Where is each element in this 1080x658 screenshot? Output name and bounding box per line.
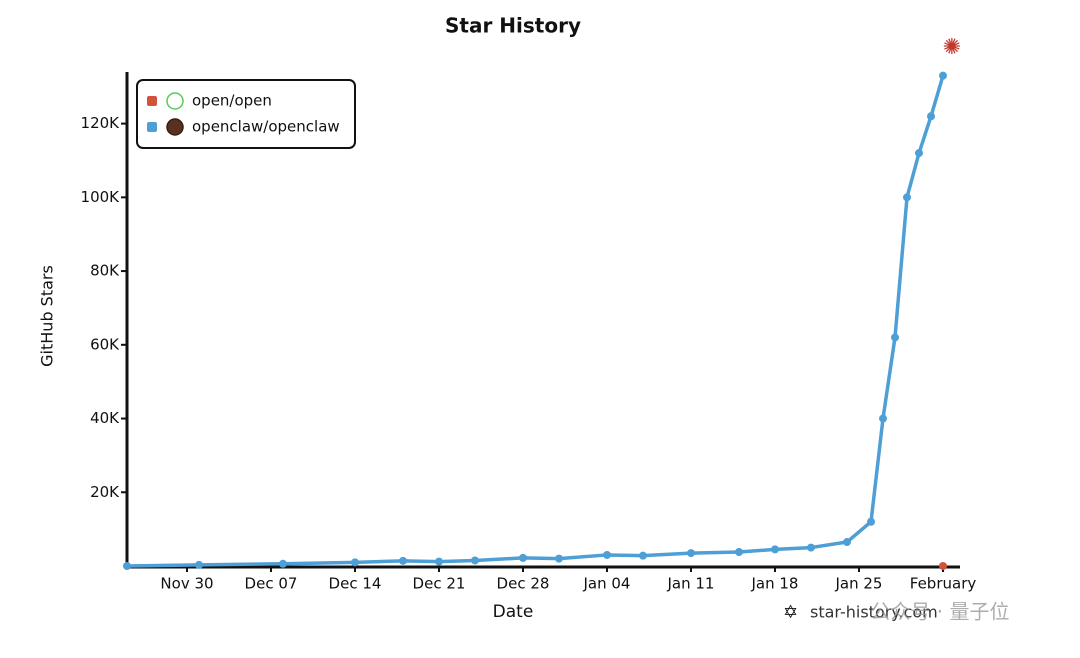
- y-tick-label: 100K: [81, 188, 121, 206]
- point: [351, 558, 359, 567]
- point: [639, 551, 647, 560]
- legend-icon: [166, 92, 184, 110]
- y-tick-label: 120K: [81, 114, 121, 132]
- legend-swatch: [147, 122, 157, 132]
- point: [279, 559, 287, 568]
- source: 公众号 · 量子位: [870, 600, 1009, 624]
- point: [915, 149, 923, 158]
- x-tick-label: Dec 21: [413, 575, 466, 593]
- point: [603, 550, 611, 559]
- lobster-icon: ✺: [943, 35, 961, 60]
- y-tick-label: 80K: [90, 262, 120, 280]
- chart-title: Star History: [445, 14, 581, 38]
- point: [843, 538, 851, 547]
- point: [123, 562, 131, 570]
- point: [807, 543, 815, 552]
- watermark: star-history.com: [810, 603, 938, 622]
- point: [939, 71, 947, 80]
- point: [879, 414, 887, 423]
- legend-label: open/open: [192, 92, 272, 110]
- y-tick-label: 40K: [90, 409, 120, 427]
- x-axis-label: Date: [493, 602, 534, 622]
- point: [195, 560, 203, 569]
- watermark-icon: ✡: [783, 602, 798, 623]
- point: [771, 545, 779, 554]
- point: [735, 547, 743, 556]
- x-tick-label: Dec 14: [329, 575, 382, 593]
- point: [555, 554, 563, 563]
- point: [471, 556, 479, 565]
- x-tick-label: Dec 07: [245, 575, 298, 593]
- x-tick-label: Jan 25: [835, 575, 883, 593]
- line: [125, 73, 945, 568]
- x-tick-label: Jan 04: [583, 575, 631, 593]
- x-tick-label: Nov 30: [160, 575, 213, 593]
- point: [903, 193, 911, 202]
- point: [399, 556, 407, 565]
- legend-label: openclaw/openclaw: [192, 118, 340, 136]
- point: [687, 549, 695, 558]
- point: [939, 562, 947, 570]
- x-tick-label: Jan 11: [667, 575, 715, 593]
- point: [891, 333, 899, 342]
- point: [519, 553, 527, 562]
- x-tick-label: February: [910, 575, 977, 593]
- point: [435, 557, 443, 566]
- x-tick-label: Dec 28: [497, 575, 550, 593]
- point: [867, 517, 875, 526]
- y-axis-label: GitHub Stars: [38, 265, 57, 367]
- legend-swatch: [147, 96, 157, 106]
- y-tick-label: 20K: [90, 483, 120, 501]
- legend: [136, 79, 356, 149]
- x-tick-label: Jan 18: [751, 575, 799, 593]
- y-tick-label: 60K: [90, 335, 120, 353]
- point: [927, 112, 935, 121]
- legend-icon: [166, 118, 184, 136]
